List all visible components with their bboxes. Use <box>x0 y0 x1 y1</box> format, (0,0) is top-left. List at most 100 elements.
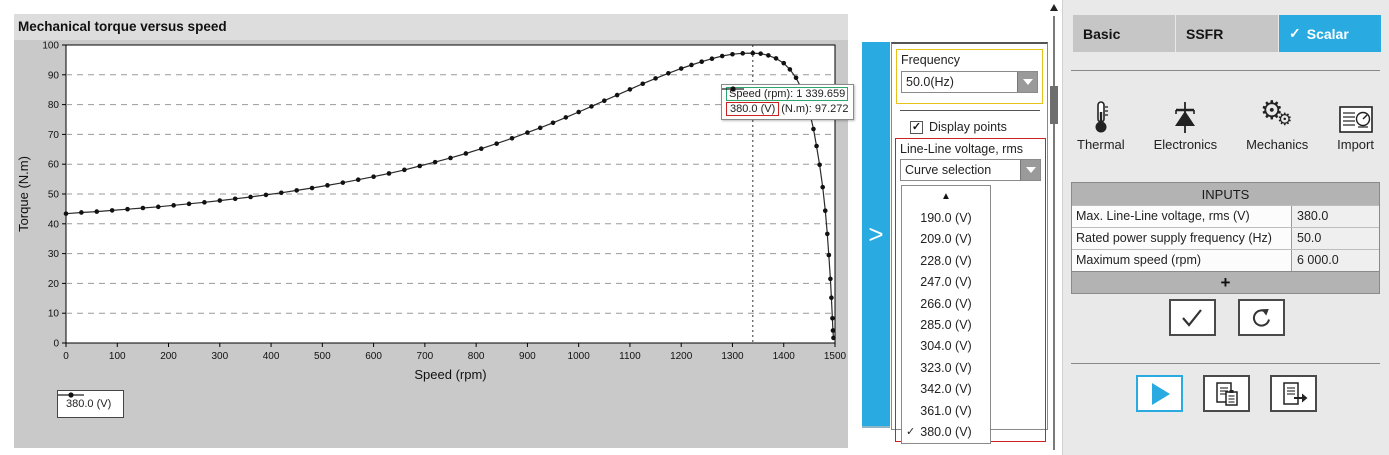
svg-text:0: 0 <box>53 339 59 350</box>
report-button[interactable] <box>1203 375 1250 412</box>
apply-button[interactable] <box>1168 299 1216 336</box>
svg-text:600: 600 <box>365 351 382 362</box>
inputs-table: INPUTS Max. Line-Line voltage, rms (V) 38… <box>1071 182 1380 294</box>
input-row-value[interactable]: 380.0 <box>1291 206 1379 227</box>
svg-text:1300: 1300 <box>721 351 744 362</box>
svg-text:400: 400 <box>263 351 280 362</box>
chart-tooltip: Speed (rpm): 1 339.659 380.0 (V) (N.m): … <box>721 84 854 120</box>
voltage-selection-group: Line-Line voltage, rms Curve selection ▲… <box>895 138 1046 444</box>
voltage-option[interactable]: 190.0 (V) <box>920 211 972 226</box>
voltage-option[interactable]: 228.0 (V) <box>920 253 972 268</box>
svg-text:70: 70 <box>48 130 60 141</box>
voltage-option[interactable]: 342.0 (V) <box>920 382 972 397</box>
scroll-up-icon[interactable]: ▲ <box>941 191 951 203</box>
vertical-scrollbar[interactable] <box>1048 2 1060 452</box>
svg-text:50: 50 <box>48 190 60 201</box>
curve-selection-select[interactable]: Curve selection <box>900 159 1041 181</box>
scroll-up-arrow-icon[interactable] <box>1050 4 1058 11</box>
run-row <box>1063 375 1389 412</box>
electronics-button[interactable]: Electronics <box>1154 98 1217 152</box>
report-document-icon <box>1215 381 1238 406</box>
voltage-option[interactable]: 304.0 (V) <box>920 339 972 354</box>
frequency-label: Frequency <box>901 53 961 67</box>
chevron-down-icon <box>1025 167 1036 173</box>
svg-text:0: 0 <box>63 351 69 362</box>
chevron-right-icon: > <box>868 218 884 249</box>
import-document-icon <box>1338 98 1373 134</box>
frequency-dropdown-button[interactable] <box>1017 72 1037 92</box>
legend-series-label: 380.0 (V) <box>66 398 112 410</box>
frequency-group: Frequency 50.0(Hz) <box>896 49 1043 104</box>
inputs-table-header: INPUTS <box>1072 183 1379 205</box>
svg-text:1400: 1400 <box>773 351 796 362</box>
input-row-value[interactable]: 6 000.0 <box>1291 250 1379 271</box>
export-button[interactable] <box>1270 375 1317 412</box>
check-icon <box>1182 308 1202 327</box>
svg-text:60: 60 <box>48 160 60 171</box>
svg-text:30: 30 <box>48 249 60 260</box>
confirm-row <box>1063 299 1389 336</box>
tab-scalar[interactable]: ✓ Scalar <box>1279 15 1381 52</box>
frequency-selected-value: 50.0(Hz) <box>906 75 954 89</box>
display-points-row[interactable]: ✓ Display points <box>910 120 1007 134</box>
curve-selection-dropdown-button[interactable] <box>1020 160 1040 180</box>
run-button[interactable] <box>1136 375 1183 412</box>
svg-text:20: 20 <box>48 279 60 290</box>
tooltip-torque-value: (N.m): 97.272 <box>781 103 849 115</box>
divider <box>900 110 1040 111</box>
scrollbar-track[interactable] <box>1053 16 1055 450</box>
toolbar: Thermal Electronics ⚙ <box>1071 96 1380 152</box>
voltage-option[interactable]: 323.0 (V) <box>920 360 972 375</box>
frequency-select[interactable]: 50.0(Hz) <box>901 71 1038 93</box>
mechanics-button[interactable]: ⚙ ⚙ Mechanics <box>1246 96 1309 152</box>
input-row-label: Rated power supply frequency (Hz) <box>1072 228 1291 249</box>
voltage-option-list: ▲ 190.0 (V) 209.0 (V) 228.0 (V) 247.0 (V) 266… <box>901 185 991 444</box>
import-button[interactable]: Import <box>1337 98 1374 152</box>
input-row: Max. Line-Line voltage, rms (V) 380.0 <box>1072 205 1379 227</box>
tab-ssfr[interactable]: SSFR <box>1176 15 1278 52</box>
voltage-option[interactable]: 361.0 (V) <box>920 403 972 418</box>
chart-title: Mechanical torque versus speed <box>14 14 848 40</box>
voltage-option[interactable]: 285.0 (V) <box>920 318 972 333</box>
legend-marker-icon <box>58 392 84 398</box>
curve-selection-text: Curve selection <box>905 163 992 177</box>
tooltip-speed-value: Speed (rpm): 1 339.659 <box>726 87 849 101</box>
input-row-value[interactable]: 50.0 <box>1291 228 1379 249</box>
add-input-button[interactable]: + <box>1072 271 1379 293</box>
svg-text:1000: 1000 <box>568 351 591 362</box>
voltage-option[interactable]: ✓ 380.0 (V) <box>906 424 972 439</box>
voltage-label: Line-Line voltage, rms <box>900 142 1023 156</box>
divider <box>1071 363 1380 364</box>
tab-bar: Basic SSFR ✓ Scalar <box>1073 15 1381 52</box>
svg-text:300: 300 <box>211 351 228 362</box>
chevron-down-icon <box>1022 79 1033 85</box>
gears-icon: ⚙ ⚙ <box>1260 96 1293 130</box>
svg-text:100: 100 <box>42 41 59 52</box>
scrollbar-thumb[interactable] <box>1050 86 1058 124</box>
display-points-checkbox[interactable]: ✓ <box>910 120 923 134</box>
export-document-icon <box>1282 381 1307 405</box>
input-row-label: Max. Line-Line voltage, rms (V) <box>1072 206 1291 227</box>
reset-icon <box>1252 308 1270 327</box>
svg-text:90: 90 <box>48 70 60 81</box>
expand-panel-button[interactable]: > <box>862 42 890 428</box>
svg-text:500: 500 <box>314 351 331 362</box>
svg-text:Speed (rpm): Speed (rpm) <box>414 367 486 382</box>
tooltip-series-label: 380.0 (V) <box>730 103 776 115</box>
svg-text:800: 800 <box>468 351 485 362</box>
svg-text:80: 80 <box>48 100 60 111</box>
reset-button[interactable] <box>1237 299 1285 336</box>
chart-panel: Mechanical torque versus speed 0 10 20 30 40… <box>14 14 854 448</box>
divider <box>1071 70 1380 71</box>
inputs-table-body: Max. Line-Line voltage, rms (V) 380.0 Rate… <box>1072 205 1379 271</box>
thermal-button[interactable]: Thermal <box>1077 98 1125 152</box>
svg-text:40: 40 <box>48 219 60 230</box>
tab-basic[interactable]: Basic <box>1073 15 1175 52</box>
voltage-option[interactable]: 209.0 (V) <box>920 232 972 247</box>
voltage-option[interactable]: 247.0 (V) <box>920 275 972 290</box>
voltage-option[interactable]: 266.0 (V) <box>920 296 972 311</box>
svg-text:900: 900 <box>519 351 536 362</box>
svg-text:700: 700 <box>417 351 434 362</box>
